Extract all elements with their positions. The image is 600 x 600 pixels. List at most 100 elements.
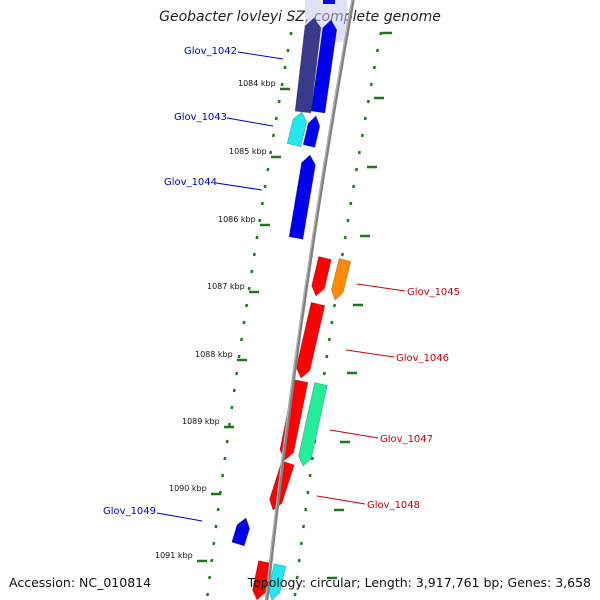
tick-inner bbox=[214, 524, 218, 529]
tick-inner bbox=[260, 201, 264, 206]
tick-inner bbox=[237, 354, 241, 359]
accession-text: Accession: NC_010814 bbox=[9, 575, 152, 590]
tick-inner bbox=[235, 371, 239, 376]
tick-outer bbox=[352, 184, 356, 189]
tick-outer bbox=[363, 116, 367, 121]
ruler-label: 1090 kbp bbox=[169, 484, 207, 493]
tick-inner bbox=[250, 269, 254, 274]
tick-inner bbox=[225, 439, 229, 444]
tick-inner bbox=[227, 422, 232, 427]
tick-outer bbox=[297, 558, 301, 563]
tick-inner bbox=[286, 48, 290, 53]
gene-label: Glov_1044 bbox=[164, 177, 217, 188]
tick-inner bbox=[230, 405, 234, 410]
gene-leader-line bbox=[237, 51, 284, 60]
tick-inner bbox=[271, 133, 276, 138]
ruler-label: 1084 kbp bbox=[238, 79, 276, 88]
tick-inner bbox=[210, 558, 214, 563]
tick-outer bbox=[310, 456, 314, 461]
feature-glov-1044 bbox=[288, 154, 316, 240]
tick-outer bbox=[327, 337, 331, 342]
tick-inner bbox=[252, 252, 256, 257]
tick-inner bbox=[240, 337, 244, 342]
backbone-highlight bbox=[265, 0, 353, 600]
ruler-label: 1086 kbp bbox=[218, 215, 256, 224]
tick-outer bbox=[372, 65, 376, 70]
tick-outer bbox=[322, 371, 326, 376]
feature-glov-1049 bbox=[231, 517, 251, 547]
tick-inner bbox=[266, 167, 270, 172]
tick-outer bbox=[349, 201, 353, 206]
feature-glov-1042 bbox=[294, 17, 322, 114]
tick-outer bbox=[308, 473, 312, 478]
feature-top bbox=[323, 0, 335, 4]
tick-inner bbox=[242, 320, 246, 325]
gene-label: Glov_1045 bbox=[407, 287, 460, 298]
tick-outer bbox=[343, 235, 347, 240]
tick-inner bbox=[208, 575, 212, 580]
tick-inner bbox=[277, 99, 281, 104]
tick-outer bbox=[301, 524, 306, 529]
gene-leader-line bbox=[226, 117, 274, 127]
tick-inner bbox=[274, 116, 278, 121]
tick-outer bbox=[376, 48, 380, 53]
gene-leader-line bbox=[316, 495, 366, 505]
tick-outer bbox=[295, 575, 299, 580]
feature-glov-1047 bbox=[298, 382, 328, 467]
gene-label: Glov_1042 bbox=[184, 46, 237, 57]
gene-label: Glov_1047 bbox=[380, 434, 433, 445]
tick-inner bbox=[283, 65, 287, 70]
tick-inner bbox=[263, 184, 267, 189]
gene-leader-line bbox=[329, 429, 379, 439]
backbone-line bbox=[264, 0, 355, 600]
ruler-label: 1091 kbp bbox=[155, 551, 193, 560]
feature-glov-1045-red bbox=[311, 256, 332, 297]
feature-glov-1042-right bbox=[310, 19, 338, 114]
tick-outer bbox=[346, 218, 350, 223]
tick-outer bbox=[357, 150, 361, 155]
tick-outer bbox=[325, 354, 329, 359]
gene-leader-line bbox=[345, 349, 395, 358]
feature-glov-1043-right bbox=[302, 115, 321, 148]
tick-outer bbox=[306, 490, 310, 495]
tick-outer bbox=[366, 99, 370, 104]
tick-outer bbox=[379, 31, 383, 36]
gene-leader-line bbox=[156, 512, 203, 522]
tick-inner bbox=[232, 388, 236, 393]
tick-inner bbox=[289, 31, 293, 36]
tick-outer bbox=[369, 82, 373, 87]
feature-glov-1046 bbox=[295, 301, 326, 379]
tick-outer bbox=[330, 320, 334, 325]
tick-outer bbox=[299, 541, 303, 546]
gene-label: Glov_1043 bbox=[174, 112, 227, 123]
tick-outer bbox=[304, 507, 308, 512]
ruler-label: 1089 kbp bbox=[182, 417, 220, 426]
tick-inner bbox=[247, 286, 251, 291]
tick-inner bbox=[206, 592, 210, 597]
tick-outer bbox=[340, 252, 344, 257]
gene-leader-line bbox=[356, 283, 406, 292]
map-title: Geobacter lovleyi SZ, complete genome bbox=[159, 9, 441, 25]
tick-inner bbox=[280, 82, 284, 87]
feature-glov-1043 bbox=[286, 111, 308, 148]
tick-inner bbox=[245, 303, 249, 308]
gene-leader-line bbox=[215, 182, 263, 191]
gene-features bbox=[231, 0, 352, 600]
tick-inner bbox=[223, 456, 227, 461]
tick-inner bbox=[212, 541, 216, 546]
tick-outer bbox=[360, 133, 364, 138]
genome-backbone bbox=[264, 0, 355, 600]
tick-inner bbox=[258, 218, 262, 223]
ruler-labels: 1084 kbp 1085 kbp 1086 kbp 1087 kbp 1088 kbp… bbox=[155, 79, 290, 563]
ruler-label: 1088 kbp bbox=[195, 350, 233, 359]
gene-label: Glov_1049 bbox=[103, 506, 156, 517]
tick-outer bbox=[354, 167, 358, 172]
ruler-label: 1085 kbp bbox=[229, 147, 267, 156]
tick-inner bbox=[221, 473, 225, 478]
tick-outer bbox=[293, 592, 297, 597]
tick-outer bbox=[332, 303, 337, 308]
tick-inner bbox=[255, 235, 259, 240]
tick-inner bbox=[216, 507, 220, 512]
gene-label: Glov_1046 bbox=[396, 353, 449, 364]
